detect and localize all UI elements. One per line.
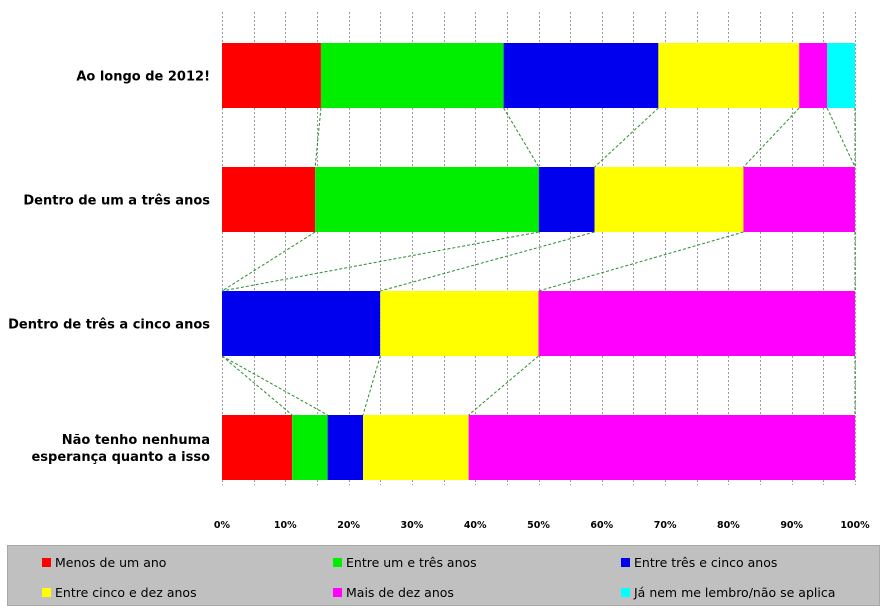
bar-segment xyxy=(292,415,328,480)
series-connector-line xyxy=(314,107,322,168)
x-tick-label: 0% xyxy=(214,520,231,531)
series-connector-line xyxy=(468,355,539,416)
bar-segment xyxy=(315,167,539,232)
bar-segment xyxy=(594,167,744,232)
series-connector-line xyxy=(743,107,800,168)
bar-segment xyxy=(799,43,828,108)
legend-item: Mais de dez anos xyxy=(333,584,454,600)
bar-segment xyxy=(363,415,469,480)
bar-segment xyxy=(222,167,316,232)
series-connector-line xyxy=(221,355,293,416)
bar-segment xyxy=(503,43,659,108)
category-label: Dentro de um a três anos xyxy=(23,194,210,209)
legend-label: Entre um e três anos xyxy=(346,554,477,570)
legend-item: Menos de um ano xyxy=(42,554,166,570)
bar-segment xyxy=(320,43,504,108)
bar-segment xyxy=(222,291,381,356)
x-tick-label: 100% xyxy=(840,520,870,531)
bar-segment xyxy=(327,415,364,480)
bar-segment xyxy=(222,415,293,480)
x-tick-label: 40% xyxy=(464,520,487,531)
series-connector-line xyxy=(362,355,381,416)
x-tick-label: 70% xyxy=(654,520,677,531)
category-label: esperança quanto a isso xyxy=(31,450,210,465)
stacked-bar-chart: Ao longo de 2012! Dentro de um a três ano… xyxy=(8,12,870,531)
legend-item: Entre cinco e dez anos xyxy=(42,584,197,600)
bar-segment xyxy=(743,167,855,232)
legend-swatch xyxy=(42,557,51,567)
bar-segment xyxy=(222,43,321,108)
series-connector-line xyxy=(221,231,539,292)
legend-item: Entre um e três anos xyxy=(333,554,477,570)
x-tick-label: 60% xyxy=(590,520,613,531)
legend-item: Já nem me lembro/não se aplica xyxy=(621,584,835,600)
bar-segment xyxy=(827,43,855,108)
legend-item: Entre três e cinco anos xyxy=(621,554,777,570)
series-connector-line xyxy=(380,231,595,292)
legend-swatch xyxy=(621,587,630,597)
series-connector-line xyxy=(221,231,316,292)
legend-swatch xyxy=(333,557,342,567)
series-connector-line xyxy=(538,231,744,292)
x-tick-label: 80% xyxy=(717,520,740,531)
category-label: Dentro de três a cinco anos xyxy=(8,318,210,333)
bar-segment xyxy=(538,291,855,356)
category-label: Não tenho nenhuma xyxy=(62,433,210,448)
category-label: Ao longo de 2012! xyxy=(76,70,210,85)
legend-label: Mais de dez anos xyxy=(346,584,454,600)
series-connector-line xyxy=(221,355,328,416)
bar-segment xyxy=(468,415,855,480)
legend-label: Menos de um ano xyxy=(55,554,167,570)
x-tick-label: 30% xyxy=(401,520,424,531)
legend-swatch xyxy=(333,587,342,597)
series-connector-line xyxy=(826,107,856,168)
bar-segment xyxy=(380,291,539,356)
series-connector-line xyxy=(594,107,659,168)
legend-label: Já nem me lembro/não se aplica xyxy=(634,584,836,600)
x-tick-label: 50% xyxy=(527,520,550,531)
legend-label: Entre três e cinco anos xyxy=(634,554,778,570)
legend-label: Entre cinco e dez anos xyxy=(55,584,197,600)
legend-swatch xyxy=(621,557,630,567)
bar-segment xyxy=(538,167,595,232)
x-tick-label: 20% xyxy=(337,520,360,531)
legend: Menos de um ano Entre um e três anos Entre… xyxy=(7,545,880,606)
x-tick-label: 90% xyxy=(780,520,803,531)
x-tick-label: 10% xyxy=(274,520,297,531)
bar-segment xyxy=(658,43,800,108)
series-connector-line xyxy=(503,107,540,168)
legend-swatch xyxy=(42,587,51,597)
